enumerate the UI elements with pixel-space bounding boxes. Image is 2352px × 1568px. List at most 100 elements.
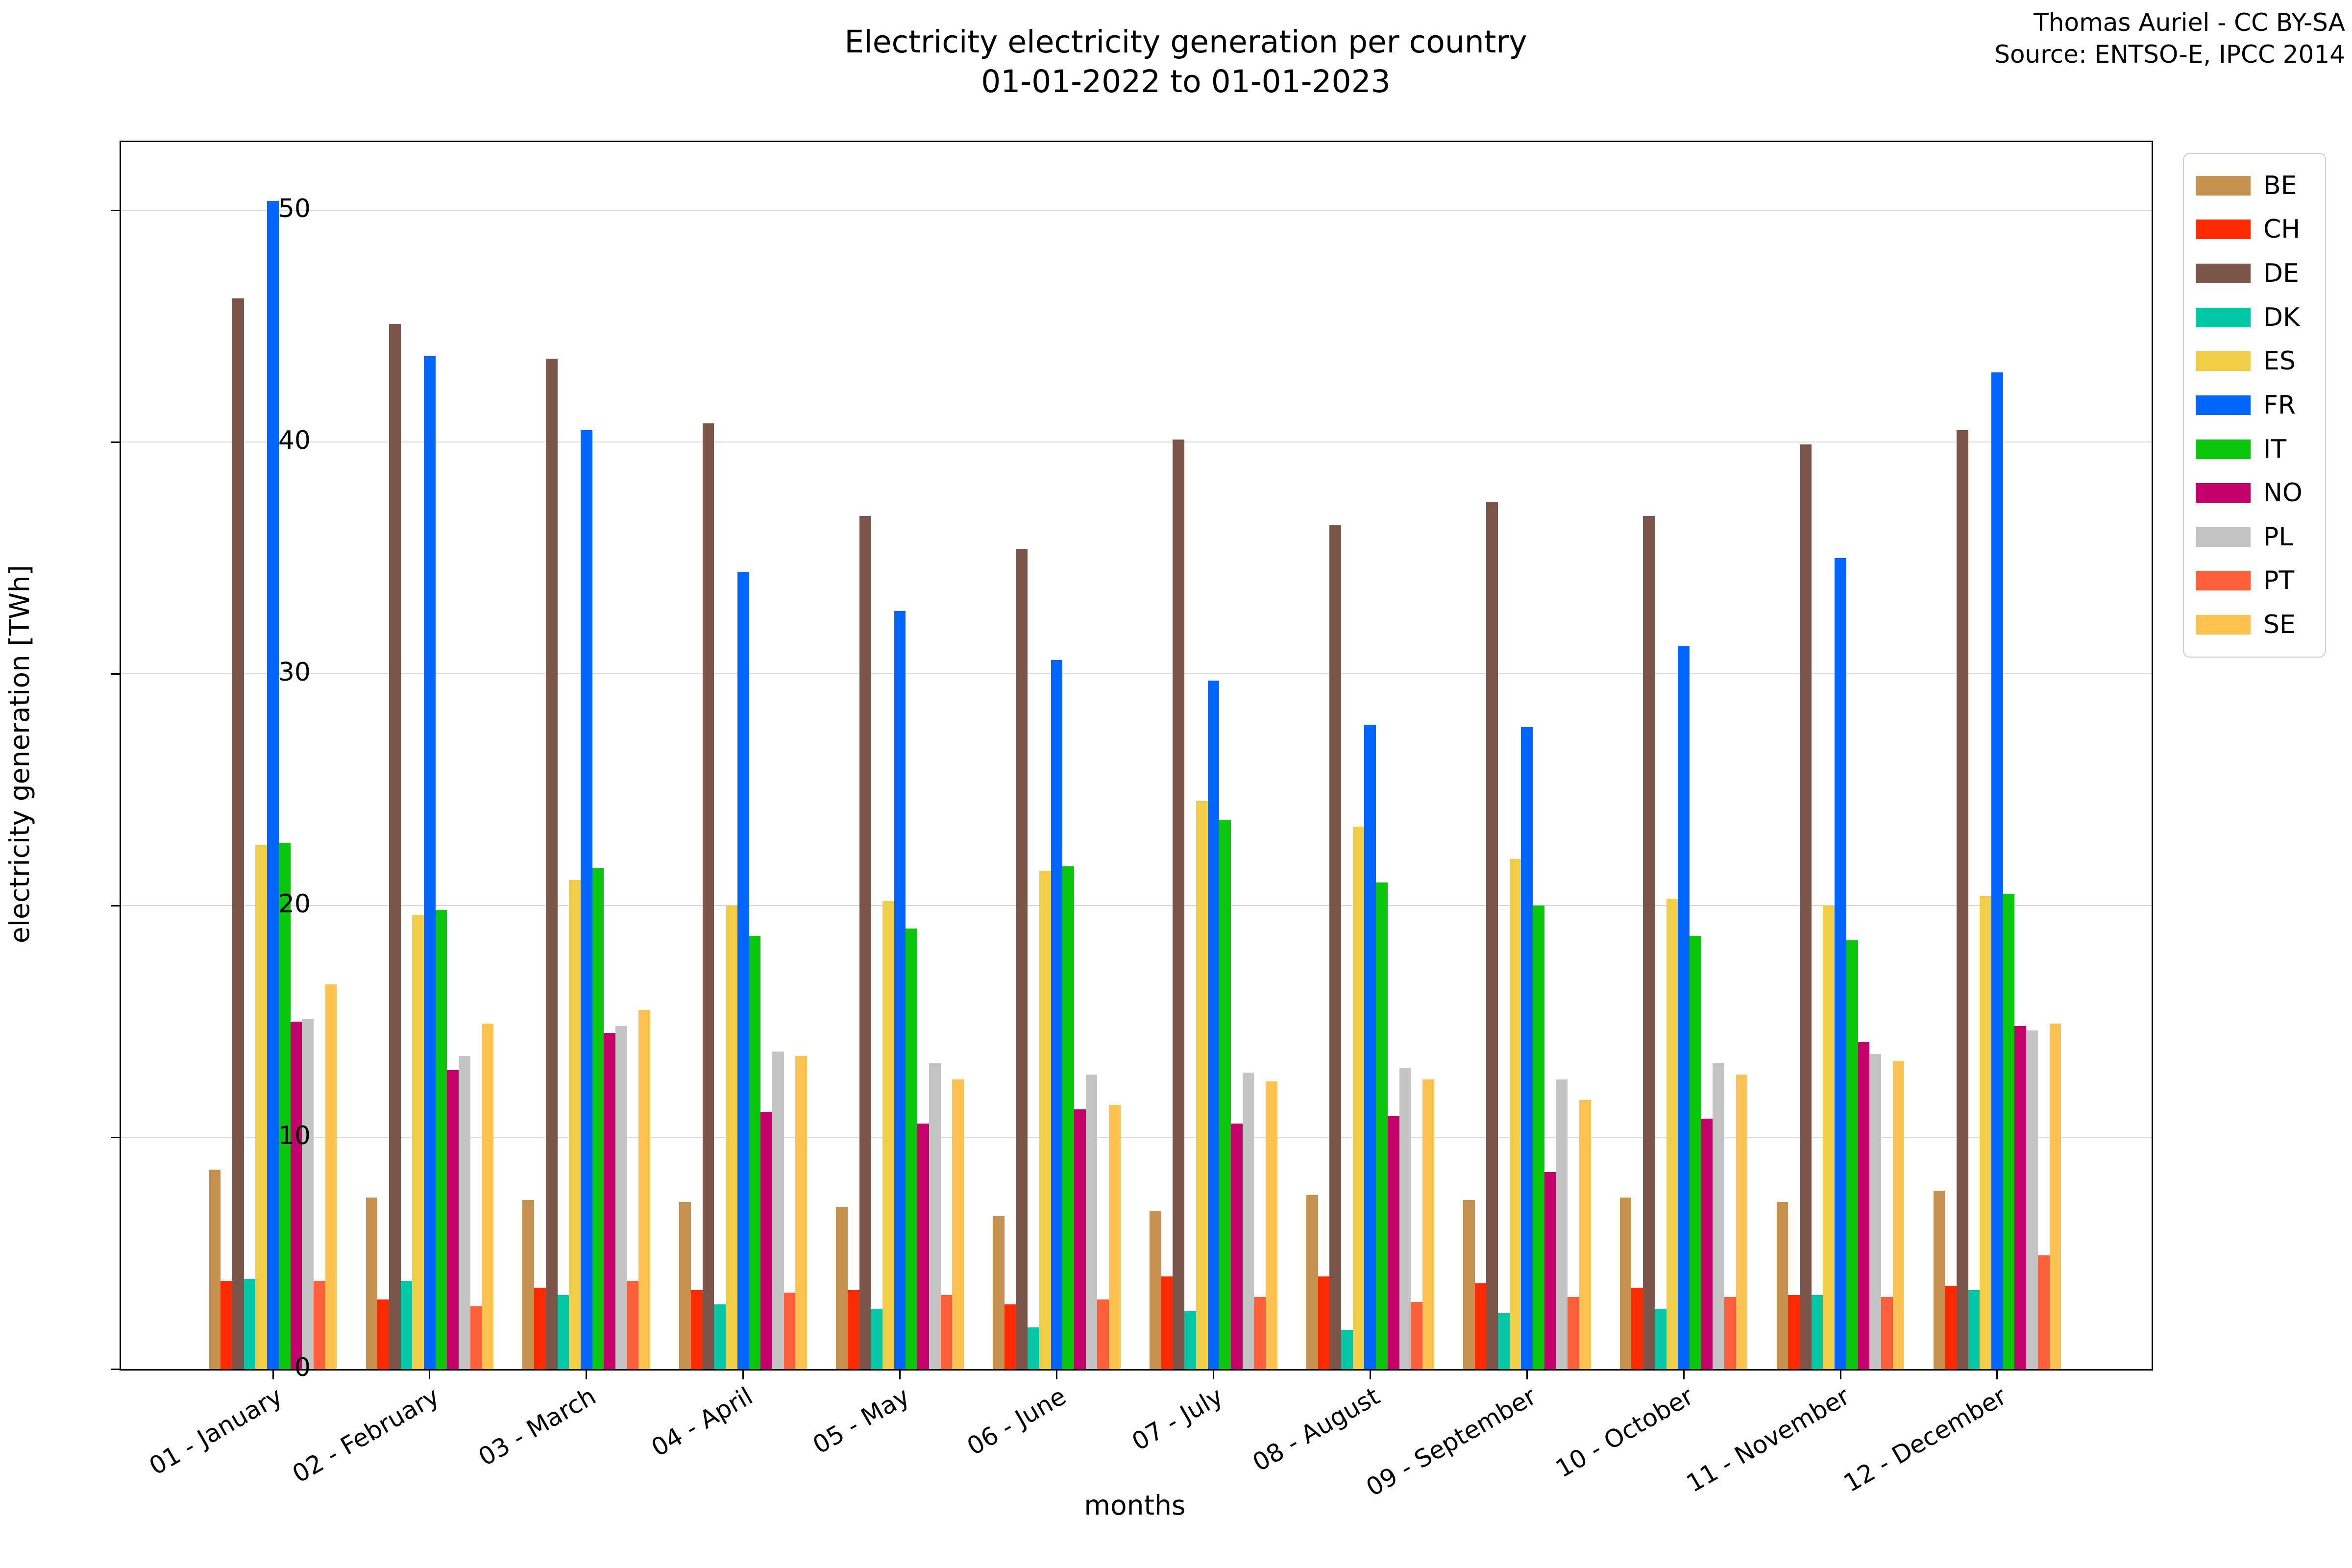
- bar-PL-month-2: [459, 1056, 470, 1369]
- bar-IT-month-8: [1376, 882, 1388, 1369]
- bar-BE-month-1: [209, 1170, 221, 1369]
- bar-ES-month-7: [1196, 801, 1208, 1369]
- plot-area: 01 - January 02 - February 03 - March 04 - …: [111, 141, 2153, 1502]
- x-ticklabel-7: 07 - July: [1127, 1382, 1228, 1456]
- bar-ES-month-2: [412, 914, 424, 1369]
- bar-SE-month-2: [482, 1024, 494, 1369]
- y-ticklabel-20: 20: [278, 889, 311, 919]
- x-ticklabel-8: 08 - August: [1248, 1382, 1385, 1477]
- y-ticklabel-40: 40: [278, 426, 311, 455]
- bar-NO-month-3: [604, 1033, 616, 1369]
- legend-item-IT: IT: [2196, 435, 2313, 464]
- bar-ES-month-9: [1509, 859, 1521, 1369]
- bar-ES-month-4: [726, 906, 737, 1369]
- bar-IT-month-12: [2003, 894, 2015, 1369]
- bar-NO-month-12: [2014, 1026, 2027, 1369]
- bar-IT-month-2: [435, 910, 447, 1369]
- bar-PL-month-8: [1399, 1068, 1411, 1369]
- y-ticklabel-50: 50: [278, 194, 311, 223]
- bar-SE-month-5: [952, 1079, 964, 1369]
- bar-DE-month-10: [1643, 516, 1655, 1369]
- x-ticklabel-1: 01 - January: [144, 1382, 287, 1481]
- legend-item-ES: ES: [2196, 346, 2313, 376]
- bar-PT-month-8: [1411, 1301, 1422, 1369]
- legend-label-IT: IT: [2263, 434, 2287, 464]
- bar-IT-month-5: [906, 929, 918, 1369]
- legend-item-PL: PL: [2196, 522, 2313, 552]
- legend-swatch-NO: [2196, 483, 2251, 503]
- bar-DE-month-7: [1173, 440, 1185, 1369]
- bar-IT-month-3: [592, 868, 604, 1369]
- bar-CH-month-3: [534, 1288, 546, 1369]
- legend-label-CH: CH: [2263, 215, 2301, 245]
- bar-BE-month-6: [993, 1216, 1004, 1369]
- bar-IT-month-1: [278, 843, 291, 1369]
- bar-DK-month-6: [1028, 1327, 1039, 1369]
- legend-swatch-PT: [2196, 571, 2251, 591]
- bar-NO-month-8: [1387, 1116, 1399, 1369]
- bar-PT-month-1: [313, 1281, 325, 1369]
- legend-label-ES: ES: [2263, 346, 2296, 376]
- x-tickmark-9: [1526, 1371, 1528, 1379]
- x-ticklabel-11: 11 - November: [1682, 1382, 1855, 1498]
- y-tickmark-0: [111, 1368, 120, 1370]
- bar-PL-month-3: [615, 1026, 627, 1369]
- bar-FR-month-3: [580, 430, 592, 1369]
- bar-CH-month-5: [847, 1290, 859, 1369]
- x-ticklabel-2: 02 - February: [287, 1382, 444, 1489]
- bar-BE-month-4: [679, 1202, 691, 1369]
- x-tickmark-7: [1212, 1371, 1214, 1379]
- x-tickmark-10: [1683, 1371, 1685, 1379]
- bar-DE-month-6: [1016, 548, 1028, 1369]
- bar-PL-month-12: [2026, 1030, 2038, 1369]
- chart-title-line2: 01-01-2022 to 01-01-2023: [981, 63, 1391, 99]
- bar-PL-month-5: [929, 1063, 941, 1369]
- bar-FR-month-4: [737, 571, 749, 1369]
- bar-DE-month-12: [1956, 430, 1968, 1369]
- bar-DK-month-5: [871, 1309, 883, 1369]
- bar-SE-month-3: [638, 1009, 651, 1369]
- legend-label-DK: DK: [2263, 302, 2300, 332]
- bar-FR-month-7: [1207, 681, 1220, 1369]
- bar-PT-month-11: [1881, 1297, 1893, 1369]
- bar-ES-month-10: [1666, 898, 1678, 1369]
- bar-IT-month-7: [1219, 820, 1231, 1369]
- bar-DE-month-9: [1486, 502, 1498, 1369]
- bar-ES-month-1: [255, 845, 268, 1369]
- legend-swatch-ES: [2196, 351, 2251, 371]
- legend-swatch-FR: [2196, 395, 2251, 415]
- gridline-y-10: [121, 1137, 2152, 1138]
- x-ticklabel-3: 03 - March: [473, 1382, 601, 1472]
- y-tickmark-30: [111, 673, 120, 675]
- bar-PT-month-6: [1097, 1299, 1109, 1369]
- bar-IT-month-11: [1846, 940, 1858, 1369]
- bar-CH-month-8: [1318, 1276, 1330, 1369]
- bar-CH-month-2: [377, 1299, 389, 1369]
- legend-label-FR: FR: [2263, 390, 2296, 420]
- x-ticklabel-4: 04 - April: [646, 1382, 758, 1463]
- legend-swatch-BE: [2196, 175, 2251, 196]
- chart-title: Electricity electricity generation per c…: [844, 23, 1527, 101]
- bar-PL-month-9: [1556, 1079, 1568, 1369]
- legend-swatch-CH: [2196, 220, 2251, 240]
- bar-NO-month-5: [917, 1123, 929, 1369]
- bar-NO-month-4: [760, 1111, 772, 1369]
- legend-item-SE: SE: [2196, 610, 2313, 639]
- bar-PT-month-9: [1568, 1297, 1579, 1369]
- bar-PL-month-11: [1869, 1054, 1881, 1369]
- x-ticklabel-10: 10 - October: [1550, 1382, 1698, 1484]
- bar-DK-month-11: [1811, 1295, 1823, 1369]
- legend-item-BE: BE: [2196, 171, 2313, 200]
- bar-SE-month-11: [1892, 1060, 1905, 1369]
- legend-swatch-DK: [2196, 307, 2251, 327]
- bar-DK-month-1: [244, 1278, 256, 1369]
- x-ticklabel-6: 06 - June: [962, 1382, 1071, 1461]
- legend-label-SE: SE: [2263, 610, 2296, 640]
- y-tickmark-20: [111, 905, 120, 906]
- bar-NO-month-7: [1230, 1123, 1243, 1369]
- gridline-y-30: [121, 673, 2152, 674]
- y-tickmark-10: [111, 1136, 120, 1138]
- gridline-y-20: [121, 905, 2152, 906]
- credit-source: Source: ENTSO-E, IPCC 2014: [1994, 40, 2345, 69]
- bar-SE-month-6: [1109, 1104, 1121, 1369]
